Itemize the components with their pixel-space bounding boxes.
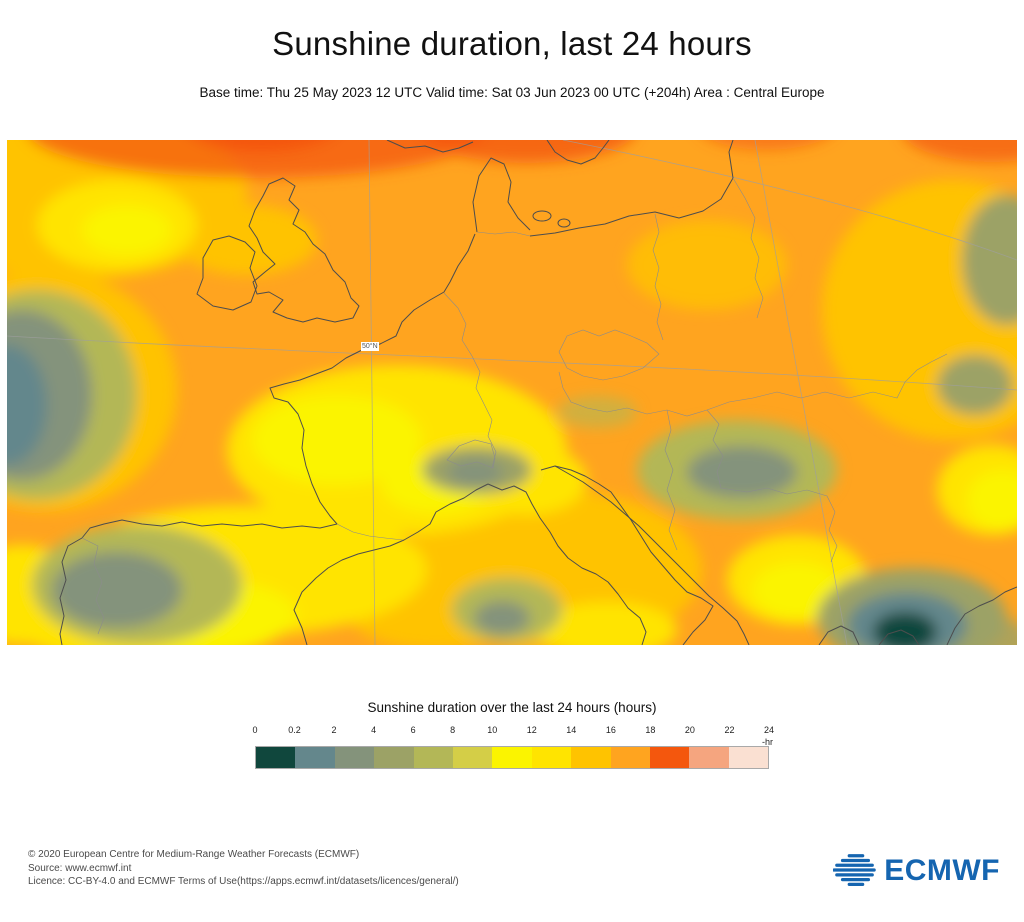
footer-copyright: © 2020 European Centre for Medium-Range … (28, 849, 360, 860)
legend: Sunshine duration over the last 24 hours… (252, 700, 774, 769)
colorbar-tick: 0 (252, 725, 258, 735)
colorbar-segment (374, 747, 414, 768)
colorbar-tick: 4 (371, 725, 377, 735)
colorbar-segment (649, 747, 690, 768)
colorbar-tick: 8 (450, 725, 456, 735)
ecmwf-logo-icon (833, 854, 876, 887)
colorbar-tick: 14 (566, 725, 577, 735)
coastlines (59, 140, 1017, 645)
country-borders (81, 177, 948, 635)
weather-map-svg (7, 140, 1017, 645)
colorbar-segment (295, 747, 335, 768)
ecmwf-logo-text: ECMWF (884, 854, 1000, 887)
colorbar-segment (689, 747, 729, 768)
legend-title: Sunshine duration over the last 24 hours… (367, 700, 657, 715)
colorbar-ticks: 0 0.2 2 4 6 8 10 12 14 16 18 20 22 24 (252, 725, 774, 736)
page-title: Sunshine duration, last 24 hours (272, 25, 752, 62)
colorbar-tick: 12 (526, 725, 537, 735)
colorbar (255, 746, 769, 769)
colorbar-segment (413, 747, 453, 768)
colorbar-tick: 24 (763, 725, 775, 735)
colorbar-segment (452, 747, 493, 768)
colorbar-tick: 2 (331, 725, 337, 735)
colorbar-segment (334, 747, 375, 768)
colorbar-segment (256, 747, 296, 768)
colorbar-segment (531, 747, 572, 768)
weather-map: 50°N (7, 140, 1017, 645)
colorbar-segment (571, 747, 611, 768)
colorbar-tick: 10 (487, 725, 498, 735)
colorbar-segment (728, 747, 769, 768)
colorbar-tick: 6 (410, 725, 416, 735)
colorbar-tick: 22 (724, 725, 735, 735)
footer-source: Source: www.ecmwf.int (28, 862, 132, 874)
latitude-label: 50°N (361, 342, 379, 351)
colorbar-segment (492, 747, 532, 768)
colorbar-segment (610, 747, 650, 768)
colorbar-tick: 18 (645, 725, 656, 735)
footer-licence: Licence: CC-BY-4.0 and ECMWF Terms of Us… (28, 876, 459, 887)
colorbar-tick: 0.2 (288, 725, 301, 735)
colorbar-unit: -hr (762, 737, 773, 747)
footer: © 2020 European Centre for Medium-Range … (28, 848, 459, 889)
ecmwf-logo: ECMWF (833, 851, 1000, 891)
colorbar-tick: 16 (605, 725, 616, 735)
subtitle: Base time: Thu 25 May 2023 12 UTC Valid … (199, 85, 825, 100)
colorbar-tick: 20 (684, 725, 695, 735)
